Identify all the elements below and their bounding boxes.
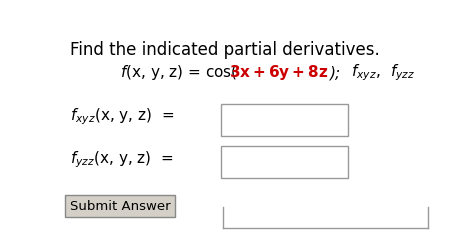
Text: $\mathbf{3x + 6y + 8z}$: $\mathbf{3x + 6y + 8z}$ xyxy=(229,64,328,82)
FancyBboxPatch shape xyxy=(65,195,175,217)
Text: $\mathit{f}_{yzz}$(x, y, z)  =: $\mathit{f}_{yzz}$(x, y, z) = xyxy=(70,149,174,170)
FancyBboxPatch shape xyxy=(221,104,347,136)
Text: $\mathit{f}_{yzz}$: $\mathit{f}_{yzz}$ xyxy=(390,63,415,83)
Text: );: ); xyxy=(330,66,341,80)
Text: Find the indicated partial derivatives.: Find the indicated partial derivatives. xyxy=(70,41,380,59)
Text: Submit Answer: Submit Answer xyxy=(70,200,170,213)
Text: $\mathit{f}_{xyz},$: $\mathit{f}_{xyz},$ xyxy=(351,63,380,83)
FancyBboxPatch shape xyxy=(221,146,347,178)
Text: $\mathit{f}_{xyz}$(x, y, z)  =: $\mathit{f}_{xyz}$(x, y, z) = xyxy=(70,106,174,127)
Text: $\mathit{f}$(x, y, z) = cos(: $\mathit{f}$(x, y, z) = cos( xyxy=(120,64,237,82)
